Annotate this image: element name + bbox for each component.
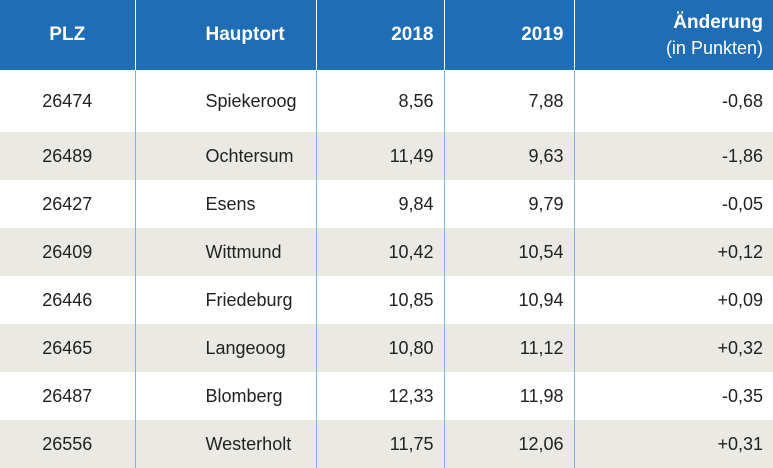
header-change-unit: (in Punkten): [665, 37, 763, 58]
table-header: PLZ Hauptort 2018 2019 Änderung (in Punk…: [0, 0, 773, 70]
table-row: 26556 Westerholt 11,75 12,06 +0,31: [0, 420, 773, 468]
cell-change: +0,32: [574, 324, 773, 372]
table-row: 26446 Friedeburg 10,85 10,94 +0,09: [0, 276, 773, 324]
header-change: Änderung (in Punkten): [574, 0, 773, 70]
table-row: 26465 Langeoog 10,80 11,12 +0,32: [0, 324, 773, 372]
cell-plz: 26427: [0, 180, 136, 228]
cell-2019: 9,63: [444, 132, 575, 180]
header-change-label: Änderung: [673, 11, 763, 33]
header-row: PLZ Hauptort 2018 2019 Änderung (in Punk…: [0, 0, 773, 70]
cell-2018: 8,56: [316, 70, 445, 132]
cell-2019: 10,54: [444, 228, 575, 276]
cell-2018: 10,42: [316, 228, 445, 276]
cell-2019: 7,88: [444, 70, 575, 132]
cell-plz: 26474: [0, 70, 136, 132]
header-plz: PLZ: [0, 0, 136, 70]
header-2019: 2019: [444, 0, 575, 70]
cell-plz: 26489: [0, 132, 136, 180]
cell-2018: 9,84: [316, 180, 445, 228]
cell-2018: 10,80: [316, 324, 445, 372]
table-body: 26474 Spiekeroog 8,56 7,88 -0,68 26489 O…: [0, 70, 773, 468]
header-hauptort: Hauptort: [135, 0, 317, 70]
cell-change: +0,12: [574, 228, 773, 276]
cell-change: -0,35: [721, 385, 763, 406]
cell-hauptort: Langeoog: [135, 324, 317, 372]
table-row: 26474 Spiekeroog 8,56 7,88 -0,68: [0, 70, 773, 132]
header-2018: 2018: [316, 0, 445, 70]
cell-change: -0,05: [721, 193, 763, 214]
table-row: 26409 Wittmund 10,42 10,54 +0,12: [0, 228, 773, 276]
cell-change: +0,09: [717, 289, 763, 310]
cell-plz: 26465: [0, 324, 136, 372]
cell-hauptort: Spiekeroog: [135, 70, 317, 132]
table-row: 26427 Esens 9,84 9,79 -0,05: [0, 180, 773, 228]
cell-2019: 12,06: [444, 420, 575, 468]
cell-2019: 9,79: [444, 180, 575, 228]
cell-change: +0,31: [574, 420, 773, 468]
cell-2018: 12,33: [316, 372, 445, 420]
cell-plz: 26487: [0, 372, 136, 420]
cell-2018: 10,85: [316, 276, 445, 324]
cell-hauptort: Blomberg: [135, 372, 317, 420]
cell-hauptort: Friedeburg: [135, 276, 317, 324]
cell-hauptort: Westerholt: [135, 420, 317, 468]
cell-hauptort: Esens: [135, 180, 317, 228]
cell-plz: 26446: [0, 276, 136, 324]
cell-2019: 11,98: [444, 372, 575, 420]
cell-hauptort: Wittmund: [135, 228, 317, 276]
cell-change: -0,68: [721, 90, 763, 111]
cell-2018: 11,49: [316, 132, 445, 180]
cell-change: -1,86: [574, 132, 773, 180]
cell-plz: 26409: [0, 228, 136, 276]
table-row: 26487 Blomberg 12,33 11,98 -0,35: [0, 372, 773, 420]
table-row: 26489 Ochtersum 11,49 9,63 -1,86: [0, 132, 773, 180]
cell-2019: 10,94: [444, 276, 575, 324]
cell-hauptort: Ochtersum: [135, 132, 317, 180]
cell-plz: 26556: [0, 420, 136, 468]
cell-2019: 11,12: [444, 324, 575, 372]
cell-2018: 11,75: [316, 420, 445, 468]
